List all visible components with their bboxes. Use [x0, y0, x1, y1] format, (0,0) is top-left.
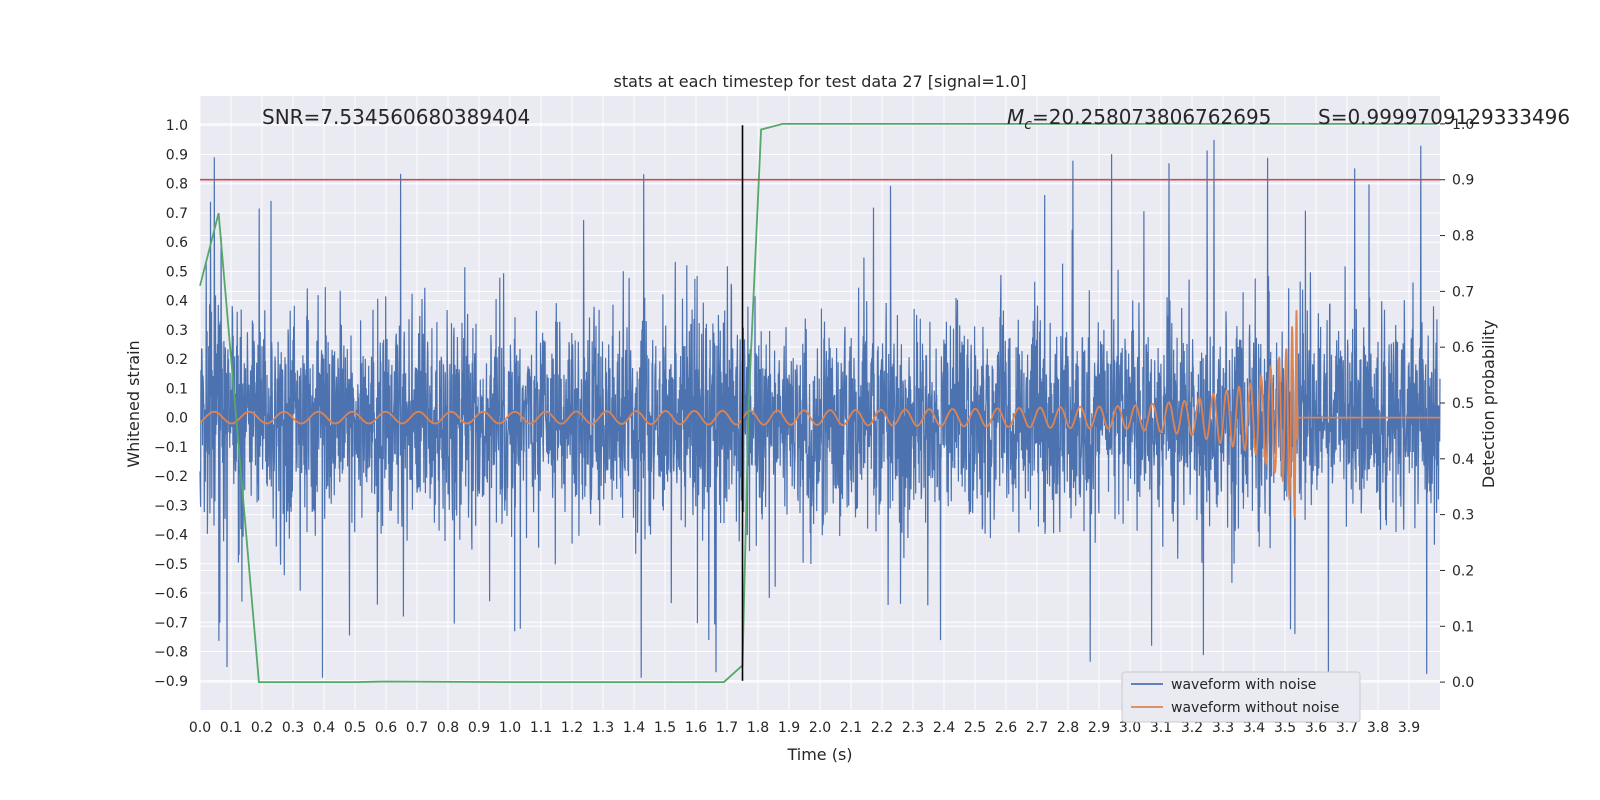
- x-tick-label: 0.6: [375, 720, 397, 736]
- y2-tick-label: 0.9: [1452, 173, 1474, 189]
- x-tick-label: 0.2: [251, 720, 273, 736]
- snr-annotation: SNR=7.534560680389404: [262, 105, 530, 129]
- x-tick-label: 0.7: [406, 720, 428, 736]
- y2-tick-label: 0.3: [1452, 508, 1474, 524]
- x-tick-label: 2.7: [1026, 720, 1048, 736]
- x-tick-label: 2.1: [840, 720, 862, 736]
- y-tick-label: 0.6: [166, 235, 188, 251]
- y-tick-label: 0.1: [166, 381, 188, 397]
- chirp-mass-symbol: M: [1007, 105, 1024, 129]
- y-tick-label: 0.3: [166, 323, 188, 339]
- x-tick-label: 0.5: [344, 720, 366, 736]
- y-tick-label: −0.7: [154, 615, 188, 631]
- x-tick-label: 3.1: [1150, 720, 1172, 736]
- detection-probability-line: [199, 123, 1437, 683]
- x-tick-label: 1.7: [716, 720, 738, 736]
- y2-tick-label: 1.0: [1452, 117, 1474, 133]
- x-tick-label: 3.6: [1305, 720, 1327, 736]
- x-tick-label: 1.1: [530, 720, 552, 736]
- y-tick-label: 0.7: [166, 206, 188, 222]
- y2-tick-label: 0.1: [1452, 619, 1474, 635]
- y-tick-label: −0.9: [154, 674, 188, 690]
- x-tick-label: 0.3: [282, 720, 304, 736]
- y-tick-label: −0.3: [154, 498, 188, 514]
- chart-title: stats at each timestep for test data 27 …: [614, 72, 1027, 91]
- y-tick-label: −0.5: [154, 557, 188, 573]
- x-tick-label: 1.5: [654, 720, 676, 736]
- x-tick-label: 1.8: [747, 720, 769, 736]
- waveform-without-noise-line: [199, 310, 1440, 518]
- x-tick-label: 1.4: [623, 720, 645, 736]
- x-tick-label: 1.9: [778, 720, 800, 736]
- y-tick-label: 0.8: [166, 177, 188, 193]
- y-tick-label: 0.4: [166, 294, 188, 310]
- x-tick-label: 0.1: [220, 720, 242, 736]
- legend-box: [1121, 671, 1361, 723]
- legend-label-noisy: waveform with noise: [1171, 677, 1316, 693]
- y2-tick-labels: 1.0 0.9 0.8 0.7 0.6 0.5 0.4 0.3 0.2 0.1 0.0: [1440, 117, 1474, 691]
- x-tick-label: 3.5: [1274, 720, 1296, 736]
- series-detection-probability: [199, 123, 1437, 683]
- s-annotation: S=0.9999709129333496: [1318, 105, 1570, 129]
- x-tick-label: 3.9: [1398, 720, 1420, 736]
- x-tick-label: 0.9: [468, 720, 490, 736]
- x-tick-label: 3.2: [1181, 720, 1203, 736]
- y-tick-label: −0.4: [154, 528, 188, 544]
- y2-tick-label: 0.2: [1452, 563, 1474, 579]
- y-tick-label: −0.2: [154, 469, 188, 485]
- y2-tick-label: 0.0: [1452, 675, 1474, 691]
- x-tick-label: 2.2: [871, 720, 893, 736]
- x-tick-label: 1.3: [592, 720, 614, 736]
- y2-tick-label: 0.8: [1452, 229, 1474, 245]
- legend-label-clean: waveform without noise: [1171, 700, 1339, 716]
- x-axis-label: Time (s): [786, 745, 852, 764]
- y2-tick-label: 0.7: [1452, 284, 1474, 300]
- y-tick-labels: 1.0 0.9 0.8 0.7 0.6 0.5 0.4 0.3 0.2 0.1 0.0 −0.1 −0.…: [154, 118, 188, 690]
- x-tick-label: 2.3: [902, 720, 924, 736]
- x-tick-label: 3.3: [1212, 720, 1234, 736]
- y2-tick-label: 0.4: [1452, 452, 1474, 468]
- y-tick-label: 0.2: [166, 352, 188, 368]
- x-tick-label: 1.2: [561, 720, 583, 736]
- y-tick-label: −0.1: [154, 440, 188, 456]
- x-tick-label: 0.4: [313, 720, 335, 736]
- x-tick-label: 3.7: [1336, 720, 1358, 736]
- y-tick-label: −0.6: [154, 586, 188, 602]
- x-tick-label: 2.6: [995, 720, 1017, 736]
- x-tick-label: 2.5: [964, 720, 986, 736]
- x-tick-label: 3.0: [1119, 720, 1141, 736]
- x-tick-label: 1.6: [685, 720, 707, 736]
- legend: waveform with noise waveform without noi…: [1121, 671, 1361, 723]
- y-axis-label: Whitened strain: [124, 340, 143, 467]
- reference-lines: [200, 125, 1440, 681]
- x-tick-label: 3.8: [1367, 720, 1389, 736]
- y-tick-label: 0.0: [166, 411, 188, 427]
- y-tick-label: 0.9: [166, 147, 188, 163]
- x-tick-label: 2.0: [809, 720, 831, 736]
- chirp-mass-subscript: c: [1024, 117, 1032, 133]
- grid-lines: [199, 96, 1440, 710]
- x-tick-label: 0.0: [189, 720, 211, 736]
- series-waveform-without-noise: [199, 310, 1440, 518]
- x-tick-labels: 0.0 0.1 0.2 0.3 0.4 0.5 0.6 0.7 0.8 0.9 1.0 1.1 1.2 1…: [189, 720, 1420, 736]
- x-tick-label: 2.8: [1057, 720, 1079, 736]
- y2-tick-label: 0.6: [1452, 340, 1474, 356]
- y-tick-label: 0.5: [166, 264, 188, 280]
- y-tick-label: 1.0: [166, 118, 188, 134]
- x-tick-label: 1.0: [499, 720, 521, 736]
- chirp-mass-value: =20.258073806762695: [1032, 105, 1271, 129]
- series-waveform-with-noise: [199, 139, 1441, 678]
- waveform-with-noise-line: [199, 139, 1441, 678]
- x-tick-label: 2.4: [933, 720, 955, 736]
- y2-axis-label: Detection probability: [1479, 320, 1498, 488]
- x-tick-label: 2.9: [1088, 720, 1110, 736]
- x-tick-label: 3.4: [1243, 720, 1265, 736]
- x-tick-label: 0.8: [437, 720, 459, 736]
- chirp-mass-annotation: Mc=20.258073806762695: [1007, 105, 1271, 133]
- y2-tick-label: 0.5: [1452, 396, 1474, 412]
- y-tick-label: −0.8: [154, 645, 188, 661]
